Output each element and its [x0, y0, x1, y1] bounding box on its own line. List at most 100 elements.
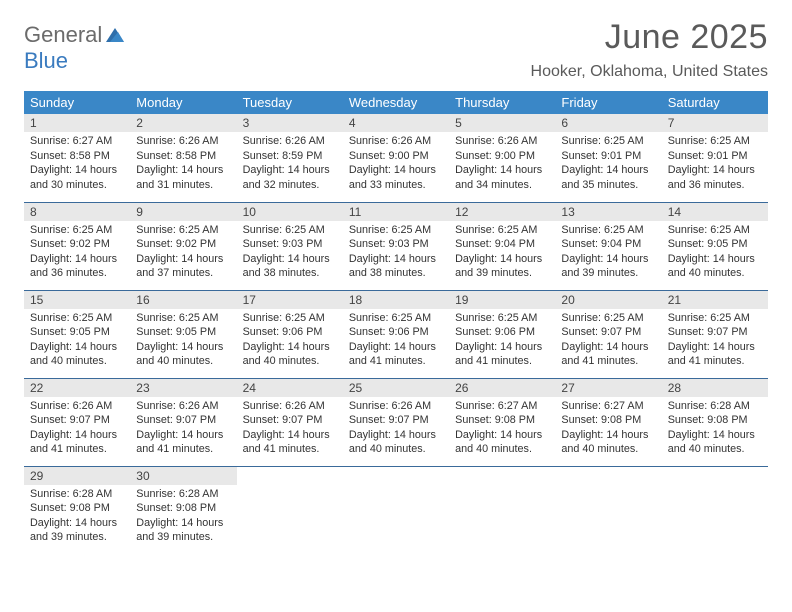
brand-part2: Blue: [24, 48, 68, 73]
calendar-cell: 23Sunrise: 6:26 AMSunset: 9:07 PMDayligh…: [130, 378, 236, 466]
day-details: Sunrise: 6:26 AMSunset: 9:07 PMDaylight:…: [237, 397, 343, 461]
day-number: 18: [343, 291, 449, 309]
sunset-line: Sunset: 9:06 PM: [455, 325, 549, 340]
day-number: 11: [343, 203, 449, 221]
sunset-line: Sunset: 9:08 PM: [668, 413, 762, 428]
day-details: Sunrise: 6:26 AMSunset: 9:07 PMDaylight:…: [130, 397, 236, 461]
sunset-line: Sunset: 9:05 PM: [30, 325, 124, 340]
sunset-line: Sunset: 8:59 PM: [243, 149, 337, 164]
daylight-line: Daylight: 14 hours and 39 minutes.: [561, 252, 655, 281]
calendar-cell: [237, 466, 343, 554]
day-details: Sunrise: 6:25 AMSunset: 9:01 PMDaylight:…: [662, 132, 768, 196]
day-header: Wednesday: [343, 91, 449, 114]
day-header: Saturday: [662, 91, 768, 114]
day-details: Sunrise: 6:27 AMSunset: 9:08 PMDaylight:…: [555, 397, 661, 461]
sunset-line: Sunset: 9:02 PM: [30, 237, 124, 252]
day-details: Sunrise: 6:28 AMSunset: 9:08 PMDaylight:…: [662, 397, 768, 461]
sunrise-line: Sunrise: 6:27 AM: [30, 134, 124, 149]
calendar-cell: 24Sunrise: 6:26 AMSunset: 9:07 PMDayligh…: [237, 378, 343, 466]
day-number: 6: [555, 114, 661, 132]
calendar-cell: 21Sunrise: 6:25 AMSunset: 9:07 PMDayligh…: [662, 290, 768, 378]
brand-part1: General: [24, 22, 102, 47]
day-details: Sunrise: 6:25 AMSunset: 9:06 PMDaylight:…: [343, 309, 449, 373]
sunset-line: Sunset: 9:07 PM: [136, 413, 230, 428]
day-details: Sunrise: 6:25 AMSunset: 9:05 PMDaylight:…: [130, 309, 236, 373]
sunrise-line: Sunrise: 6:26 AM: [243, 399, 337, 414]
daylight-line: Daylight: 14 hours and 35 minutes.: [561, 163, 655, 192]
calendar-week: 29Sunrise: 6:28 AMSunset: 9:08 PMDayligh…: [24, 466, 768, 554]
day-number: 14: [662, 203, 768, 221]
sunrise-line: Sunrise: 6:25 AM: [243, 311, 337, 326]
day-details: Sunrise: 6:28 AMSunset: 9:08 PMDaylight:…: [130, 485, 236, 549]
day-number: 5: [449, 114, 555, 132]
day-number: 20: [555, 291, 661, 309]
day-details: Sunrise: 6:25 AMSunset: 9:03 PMDaylight:…: [237, 221, 343, 285]
day-number: 13: [555, 203, 661, 221]
daylight-line: Daylight: 14 hours and 40 minutes.: [455, 428, 549, 457]
calendar-cell: 13Sunrise: 6:25 AMSunset: 9:04 PMDayligh…: [555, 202, 661, 290]
calendar-body: 1Sunrise: 6:27 AMSunset: 8:58 PMDaylight…: [24, 114, 768, 554]
calendar-cell: 28Sunrise: 6:28 AMSunset: 9:08 PMDayligh…: [662, 378, 768, 466]
daylight-line: Daylight: 14 hours and 39 minutes.: [455, 252, 549, 281]
day-header: Thursday: [449, 91, 555, 114]
day-details: Sunrise: 6:25 AMSunset: 9:01 PMDaylight:…: [555, 132, 661, 196]
day-details: Sunrise: 6:25 AMSunset: 9:04 PMDaylight:…: [555, 221, 661, 285]
calendar-cell: 16Sunrise: 6:25 AMSunset: 9:05 PMDayligh…: [130, 290, 236, 378]
day-number: 17: [237, 291, 343, 309]
sunset-line: Sunset: 8:58 PM: [30, 149, 124, 164]
daylight-line: Daylight: 14 hours and 40 minutes.: [561, 428, 655, 457]
calendar-table: Sunday Monday Tuesday Wednesday Thursday…: [24, 91, 768, 554]
sunrise-line: Sunrise: 6:25 AM: [455, 311, 549, 326]
brand-logo: General Blue: [24, 22, 126, 74]
day-details: Sunrise: 6:25 AMSunset: 9:06 PMDaylight:…: [237, 309, 343, 373]
daylight-line: Daylight: 14 hours and 41 minutes.: [561, 340, 655, 369]
calendar-week: 8Sunrise: 6:25 AMSunset: 9:02 PMDaylight…: [24, 202, 768, 290]
sunset-line: Sunset: 9:01 PM: [668, 149, 762, 164]
day-number: 24: [237, 379, 343, 397]
day-number: 4: [343, 114, 449, 132]
sunrise-line: Sunrise: 6:25 AM: [668, 134, 762, 149]
day-number: 21: [662, 291, 768, 309]
daylight-line: Daylight: 14 hours and 30 minutes.: [30, 163, 124, 192]
daylight-line: Daylight: 14 hours and 37 minutes.: [136, 252, 230, 281]
sunset-line: Sunset: 9:05 PM: [136, 325, 230, 340]
day-details: Sunrise: 6:27 AMSunset: 8:58 PMDaylight:…: [24, 132, 130, 196]
day-number: 29: [24, 467, 130, 485]
day-header-row: Sunday Monday Tuesday Wednesday Thursday…: [24, 91, 768, 114]
sunset-line: Sunset: 9:08 PM: [561, 413, 655, 428]
calendar-cell: 9Sunrise: 6:25 AMSunset: 9:02 PMDaylight…: [130, 202, 236, 290]
day-details: Sunrise: 6:25 AMSunset: 9:05 PMDaylight:…: [662, 221, 768, 285]
sunrise-line: Sunrise: 6:28 AM: [136, 487, 230, 502]
day-details: Sunrise: 6:25 AMSunset: 9:07 PMDaylight:…: [555, 309, 661, 373]
sunrise-line: Sunrise: 6:26 AM: [136, 399, 230, 414]
sunset-line: Sunset: 9:07 PM: [561, 325, 655, 340]
day-number: 7: [662, 114, 768, 132]
calendar-week: 15Sunrise: 6:25 AMSunset: 9:05 PMDayligh…: [24, 290, 768, 378]
day-number: 3: [237, 114, 343, 132]
calendar-cell: 29Sunrise: 6:28 AMSunset: 9:08 PMDayligh…: [24, 466, 130, 554]
sunset-line: Sunset: 9:04 PM: [455, 237, 549, 252]
daylight-line: Daylight: 14 hours and 41 minutes.: [668, 340, 762, 369]
day-number: 25: [343, 379, 449, 397]
daylight-line: Daylight: 14 hours and 41 minutes.: [349, 340, 443, 369]
calendar-cell: 19Sunrise: 6:25 AMSunset: 9:06 PMDayligh…: [449, 290, 555, 378]
daylight-line: Daylight: 14 hours and 40 minutes.: [668, 428, 762, 457]
sunrise-line: Sunrise: 6:25 AM: [136, 223, 230, 238]
daylight-line: Daylight: 14 hours and 41 minutes.: [243, 428, 337, 457]
day-details: Sunrise: 6:27 AMSunset: 9:08 PMDaylight:…: [449, 397, 555, 461]
day-number: 22: [24, 379, 130, 397]
calendar-cell: 14Sunrise: 6:25 AMSunset: 9:05 PMDayligh…: [662, 202, 768, 290]
sunrise-line: Sunrise: 6:26 AM: [349, 399, 443, 414]
day-number: 26: [449, 379, 555, 397]
calendar-cell: 20Sunrise: 6:25 AMSunset: 9:07 PMDayligh…: [555, 290, 661, 378]
sunset-line: Sunset: 9:01 PM: [561, 149, 655, 164]
day-number: 1: [24, 114, 130, 132]
calendar-cell: [343, 466, 449, 554]
sunrise-line: Sunrise: 6:25 AM: [30, 311, 124, 326]
daylight-line: Daylight: 14 hours and 36 minutes.: [30, 252, 124, 281]
day-header: Monday: [130, 91, 236, 114]
day-header: Tuesday: [237, 91, 343, 114]
calendar-cell: 17Sunrise: 6:25 AMSunset: 9:06 PMDayligh…: [237, 290, 343, 378]
sunset-line: Sunset: 9:03 PM: [243, 237, 337, 252]
sunrise-line: Sunrise: 6:25 AM: [561, 223, 655, 238]
